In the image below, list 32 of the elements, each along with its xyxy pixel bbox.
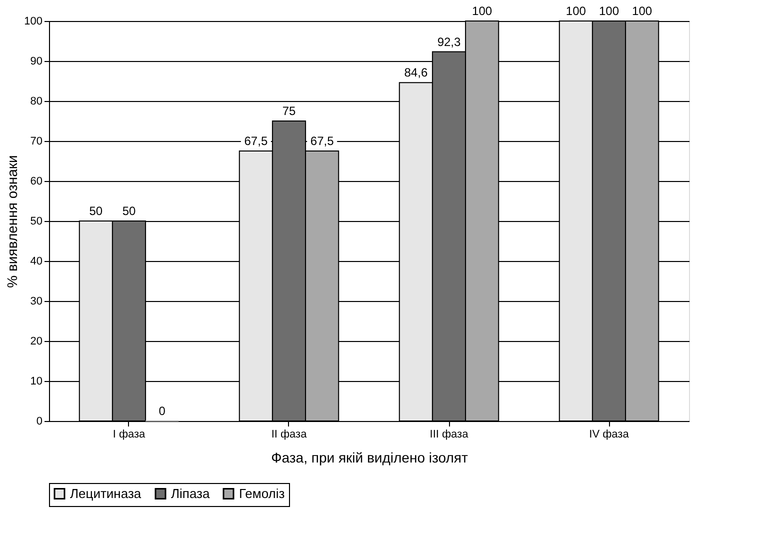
y-tick-label: 50 [30,216,42,228]
y-tick-label: 0 [36,416,42,428]
legend-label: Гемоліз [239,486,285,501]
data-label: 100 [598,4,620,18]
x-tick-label: IV фаза [589,428,630,440]
y-tick-label: 60 [30,176,42,188]
x-axis-title: Фаза, при якій виділено ізолят [271,450,468,466]
y-tick-label: 90 [30,56,42,68]
data-label: 0 [158,404,166,418]
data-label: 75 [282,104,296,118]
data-label: 92,3 [437,34,461,49]
y-tick-label: 30 [30,296,42,308]
legend-label: Лецитиназа [70,486,142,501]
x-tick-label: III фаза [430,428,470,440]
data-label: 100 [632,4,652,18]
data-label: 50 [122,204,136,218]
y-tick-label: 20 [30,336,42,348]
data-label: 67,5 [244,134,268,148]
y-tick-label: 10 [30,376,42,388]
y-axis-title: % виявлення ознаки [4,155,20,288]
data-label: 50 [89,204,103,218]
y-tick-label: 40 [30,256,42,268]
data-label: 100 [472,4,492,18]
y-tick-label: 70 [30,136,42,148]
y-tick-label: 80 [30,96,42,108]
x-tick-label: II фаза [271,428,308,440]
data-label: 100 [566,4,586,18]
data-label: 67,5 [310,134,334,148]
x-tick-label: I фаза [112,428,146,440]
legend-label: Ліпаза [171,486,211,501]
y-tick-label: 100 [24,16,42,28]
data-label: 84,6 [404,66,428,80]
